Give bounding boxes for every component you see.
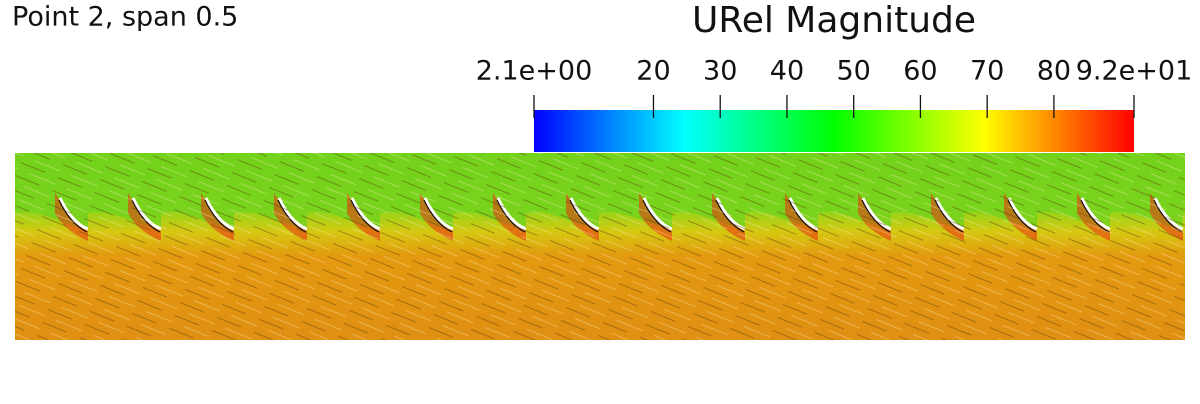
colorbar — [534, 110, 1134, 152]
colorbar-tick-label: 80 — [1037, 56, 1071, 87]
colorbar-tick-label: 50 — [837, 56, 871, 87]
colorbar-title: URel Magnitude — [692, 0, 976, 41]
colorbar-tick-label: 2.1e+00 — [476, 56, 593, 87]
streamlines — [15, 153, 1185, 340]
colorbar-tick-label: 40 — [770, 56, 804, 87]
view-label: Point 2, span 0.5 — [12, 2, 238, 33]
colorbar-tick-label: 20 — [636, 56, 670, 87]
colorbar-tick-label: 30 — [703, 56, 737, 87]
flow-field — [15, 153, 1185, 340]
colorbar-tick-label: 60 — [903, 56, 937, 87]
colorbar-tick-label: 9.2e+01 — [1076, 56, 1193, 87]
colorbar-tick-label: 70 — [970, 56, 1004, 87]
